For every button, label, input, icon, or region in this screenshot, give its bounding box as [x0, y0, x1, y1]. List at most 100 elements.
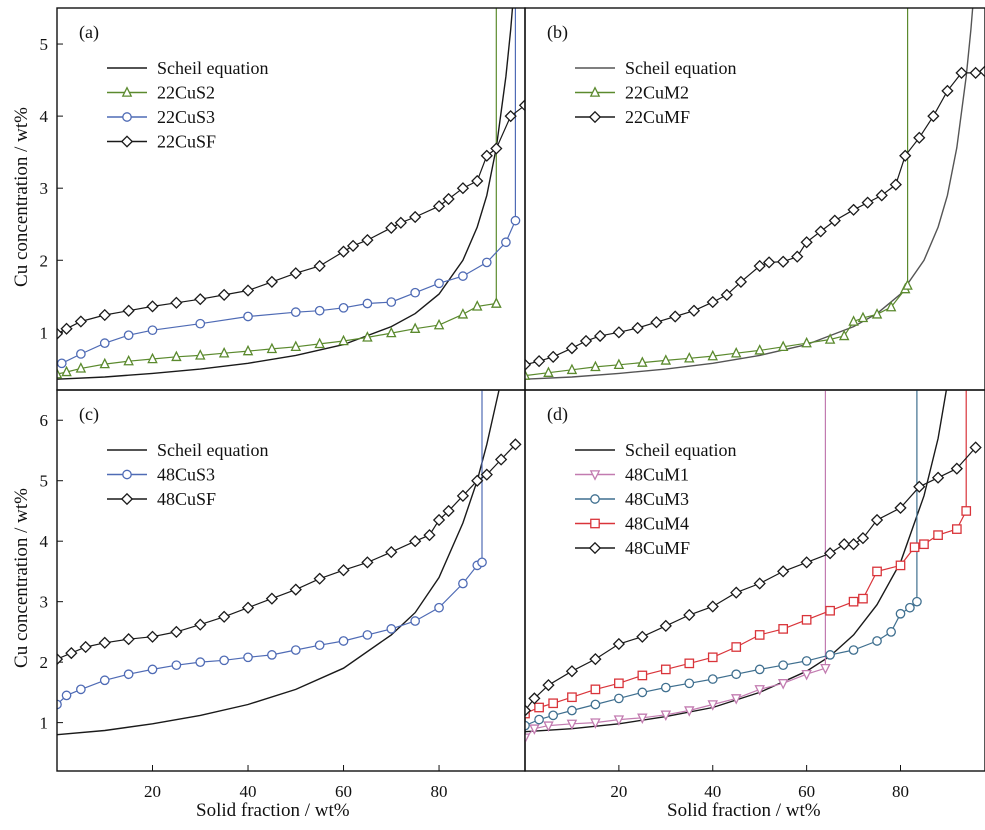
- data-point-marker: [525, 369, 531, 380]
- data-point-marker: [481, 257, 492, 268]
- data-point-marker: [856, 532, 870, 545]
- data-point-marker: [477, 557, 487, 568]
- data-point-marker: [848, 645, 859, 655]
- data-point-marker: [875, 189, 888, 202]
- data-point-marker: [171, 660, 182, 671]
- data-point-marker: [731, 642, 742, 652]
- data-point-marker: [593, 329, 607, 343]
- data-point-marker: [74, 315, 87, 328]
- data-point-marker: [777, 679, 789, 690]
- data-point-marker: [394, 216, 407, 229]
- data-point-marker: [636, 630, 649, 643]
- data-point-marker: [99, 357, 111, 369]
- data-point-marker: [565, 665, 579, 678]
- data-point-marker: [566, 719, 578, 731]
- data-point-marker: [194, 293, 207, 306]
- legend-label: Scheil equation: [625, 58, 736, 78]
- data-point-marker: [495, 453, 508, 466]
- data-point-marker: [385, 545, 398, 559]
- data-point-marker: [409, 535, 422, 548]
- data-point-marker: [75, 362, 87, 373]
- data-point-marker: [800, 556, 813, 569]
- data-point-marker: [730, 346, 742, 358]
- data-point-marker: [362, 630, 373, 640]
- x-tick-label: 20: [610, 782, 627, 801]
- data-point-marker: [612, 637, 625, 651]
- data-point-marker: [762, 256, 776, 269]
- data-point-marker: [861, 196, 874, 209]
- data-point-marker: [543, 721, 554, 732]
- legend-label: 48CuS3: [157, 465, 215, 485]
- data-point-marker: [660, 710, 672, 722]
- data-point-marker: [442, 192, 455, 206]
- data-point-marker: [720, 288, 733, 301]
- data-point-marker: [509, 438, 522, 451]
- data-point-marker: [637, 356, 648, 367]
- data-point-marker: [707, 674, 718, 684]
- legend-label: Scheil equation: [625, 440, 736, 460]
- data-point-marker: [548, 698, 559, 709]
- data-point-marker: [490, 142, 503, 155]
- y-tick-label: 3: [40, 593, 49, 612]
- data-point-marker: [525, 733, 531, 744]
- data-point-marker: [683, 608, 696, 622]
- data-point-marker: [534, 702, 544, 713]
- data-point-marker: [547, 350, 560, 363]
- x-tick-label: 40: [704, 782, 721, 801]
- data-point-marker: [65, 646, 78, 660]
- data-point-marker: [480, 149, 493, 162]
- data-point-marker: [289, 267, 302, 280]
- data-point-marker: [707, 349, 719, 361]
- data-point-marker: [123, 330, 134, 341]
- data-point-marker: [543, 366, 554, 377]
- data-point-marker: [338, 636, 349, 646]
- data-point-marker: [872, 636, 882, 646]
- data-point-marker: [528, 692, 541, 705]
- data-point-marker: [510, 215, 521, 226]
- data-point-marker: [423, 529, 436, 542]
- data-point-marker: [754, 664, 765, 675]
- data-point-marker: [825, 650, 835, 660]
- data-point-marker: [631, 321, 644, 335]
- data-point-marker: [458, 578, 468, 589]
- chart-panel: 20 40 60 80 (d) Scheil equation 48CuM1 48CuM3 48…: [524, 389, 985, 801]
- series-line: [525, 390, 918, 727]
- data-point-marker: [501, 237, 511, 248]
- legend-marker: [590, 518, 600, 529]
- data-point-marker: [243, 311, 253, 322]
- data-point-marker: [147, 325, 158, 336]
- data-point-marker: [525, 358, 532, 371]
- data-point-marker: [847, 203, 860, 216]
- data-point-marker: [871, 308, 883, 319]
- data-point-marker: [889, 178, 902, 191]
- data-point-marker: [410, 616, 421, 626]
- data-point-marker: [410, 287, 421, 298]
- data-point-marker: [525, 704, 532, 717]
- data-point-marker: [684, 706, 695, 717]
- data-point-marker: [195, 657, 206, 667]
- data-point-marker: [243, 652, 253, 663]
- data-point-marker: [456, 489, 470, 502]
- data-point-marker: [838, 538, 851, 551]
- data-point-marker: [858, 593, 868, 604]
- data-point-marker: [905, 602, 915, 613]
- x-tick-label: 60: [798, 782, 815, 801]
- data-point-marker: [458, 271, 468, 281]
- data-point-marker: [895, 608, 906, 619]
- data-point-marker: [614, 693, 624, 704]
- data-point-marker: [590, 718, 601, 729]
- y-tick-label: 5: [40, 472, 49, 491]
- panel-label: (a): [79, 22, 99, 43]
- legend-marker: [589, 86, 601, 97]
- data-point-marker: [241, 601, 255, 614]
- legend-marker: [120, 492, 134, 506]
- data-point-marker: [707, 700, 719, 711]
- legend-marker: [121, 86, 133, 97]
- legend-label: Scheil equation: [157, 58, 268, 78]
- data-point-marker: [79, 640, 92, 654]
- data-point-marker: [872, 566, 882, 577]
- data-point-marker: [730, 694, 742, 705]
- plot-root: 1 2 3 4 5 (a) Scheil equation 22CuS2 22CuS3 22CuS…: [40, 7, 985, 801]
- data-point-marker: [122, 633, 135, 646]
- data-point-marker: [170, 296, 183, 309]
